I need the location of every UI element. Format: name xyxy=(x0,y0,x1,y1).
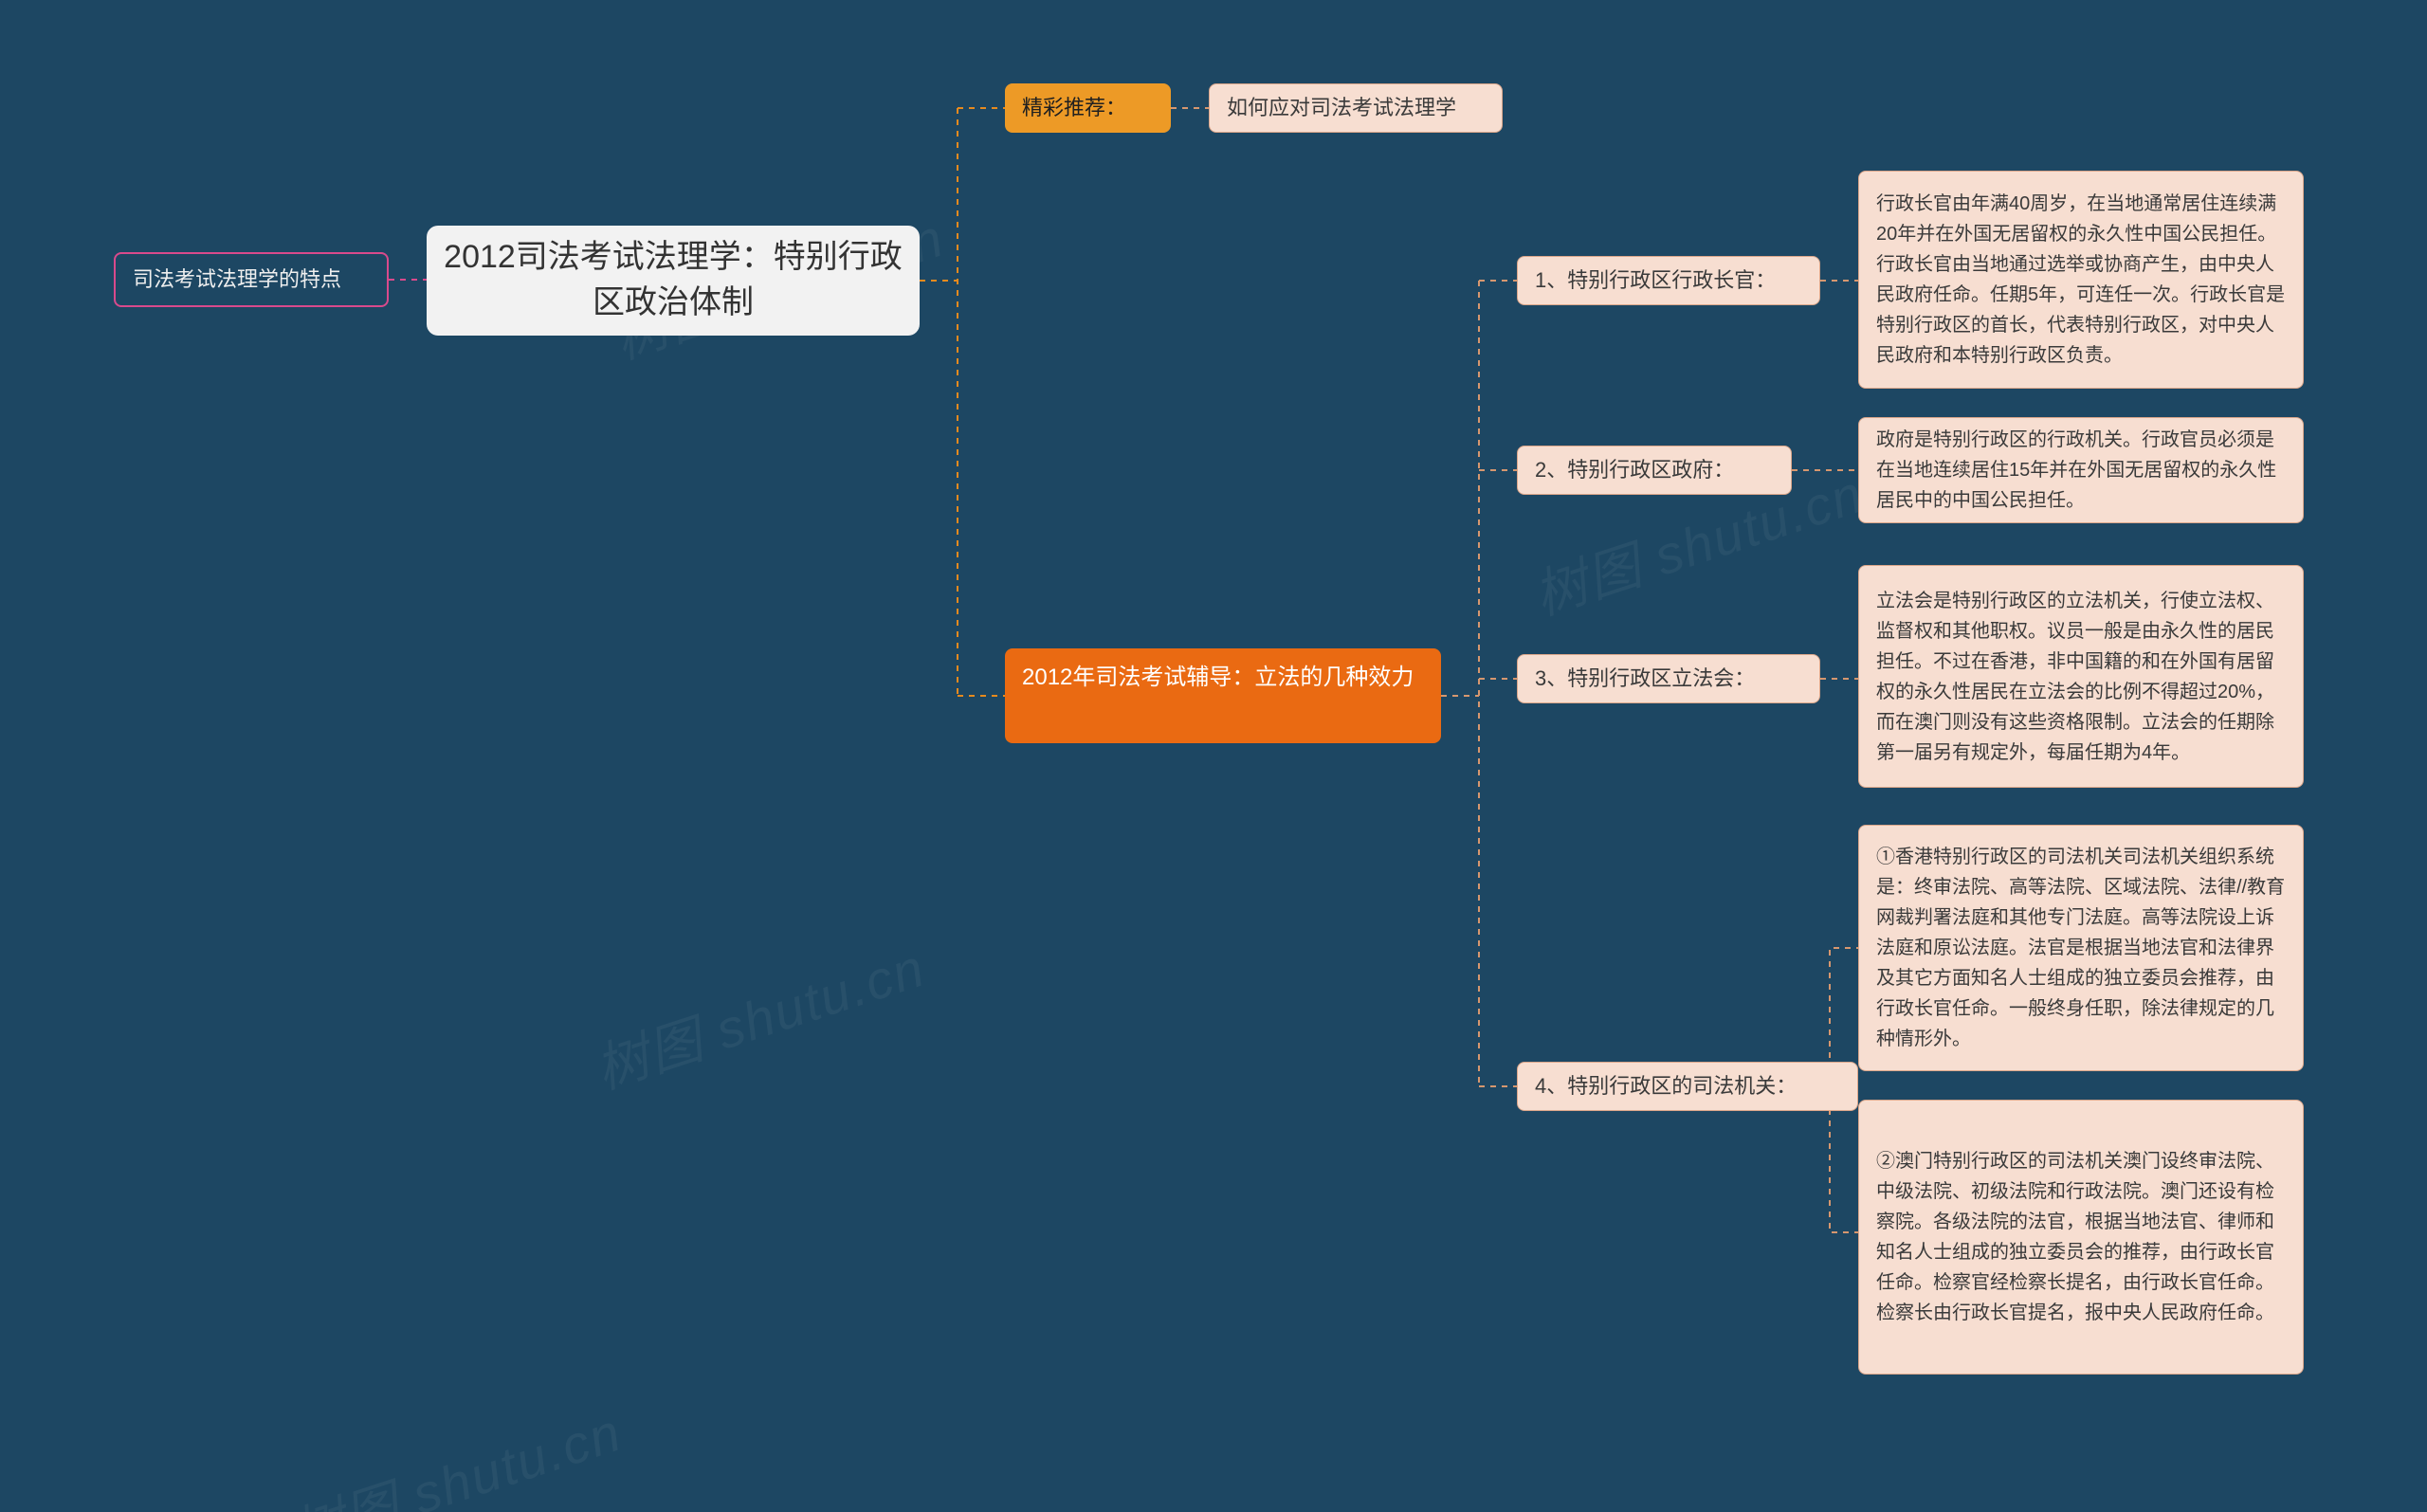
recommend-label-node: 精彩推荐： xyxy=(1005,83,1171,133)
section1-detail-text: 行政长官由年满40周岁，在当地通常居住连续满20年并在外国无居留权的永久性中国公… xyxy=(1876,189,2286,371)
section2-label-node: 2、特别行政区政府： xyxy=(1517,446,1792,495)
section3-label-node: 3、特别行政区立法会： xyxy=(1517,654,1820,703)
recommend-label-text: 精彩推荐： xyxy=(1022,92,1126,124)
section1-label-text: 1、特别行政区行政长官： xyxy=(1535,264,1776,297)
section2-detail-node: 政府是特别行政区的行政机关。行政官员必须是在当地连续居住15年并在外国无居留权的… xyxy=(1858,417,2304,523)
section2-label-text: 2、特别行政区政府： xyxy=(1535,454,1734,486)
recommend-item-text: 如何应对司法考试法理学 xyxy=(1227,92,1456,124)
section2-detail-text: 政府是特别行政区的行政机关。行政官员必须是在当地连续居住15年并在外国无居留权的… xyxy=(1876,425,2286,516)
main-topic-node: 2012年司法考试辅导：立法的几种效力 xyxy=(1005,648,1441,743)
section4-detail2-text: ②澳门特别行政区的司法机关澳门设终审法院、中级法院、初级法院和行政法院。澳门还设… xyxy=(1876,1146,2286,1328)
section4-label-text: 4、特别行政区的司法机关： xyxy=(1535,1070,1797,1102)
section1-detail-node: 行政长官由年满40周岁，在当地通常居住连续满20年并在外国无居留权的永久性中国公… xyxy=(1858,171,2304,389)
left-node-label: 司法考试法理学的特点 xyxy=(133,264,341,296)
section3-detail-text: 立法会是特别行政区的立法机关，行使立法权、监督权和其他职权。议员一般是由永久性的… xyxy=(1876,586,2286,768)
section1-label-node: 1、特别行政区行政长官： xyxy=(1517,256,1820,305)
recommend-item-node: 如何应对司法考试法理学 xyxy=(1209,83,1503,133)
root-node-title: 2012司法考试法理学：特别行政区政治体制 xyxy=(427,226,920,336)
root-node-label: 2012司法考试法理学：特别行政区政治体制 xyxy=(444,235,903,325)
section3-detail-node: 立法会是特别行政区的立法机关，行使立法权、监督权和其他职权。议员一般是由永久性的… xyxy=(1858,565,2304,788)
section4-detail2-node: ②澳门特别行政区的司法机关澳门设终审法院、中级法院、初级法院和行政法院。澳门还设… xyxy=(1858,1100,2304,1375)
section4-detail1-text: ①香港特别行政区的司法机关司法机关组织系统是：终审法院、高等法院、区域法院、法律… xyxy=(1876,842,2286,1054)
watermark: 树图 shutu.cn xyxy=(584,925,934,1104)
section4-label-node: 4、特别行政区的司法机关： xyxy=(1517,1062,1858,1111)
watermark: 树图 shutu.cn xyxy=(281,1390,630,1512)
left-node-characteristics: 司法考试法理学的特点 xyxy=(114,252,389,307)
main-topic-text: 2012年司法考试辅导：立法的几种效力 xyxy=(1022,660,1414,695)
section3-label-text: 3、特别行政区立法会： xyxy=(1535,663,1755,695)
section4-detail1-node: ①香港特别行政区的司法机关司法机关组织系统是：终审法院、高等法院、区域法院、法律… xyxy=(1858,825,2304,1071)
